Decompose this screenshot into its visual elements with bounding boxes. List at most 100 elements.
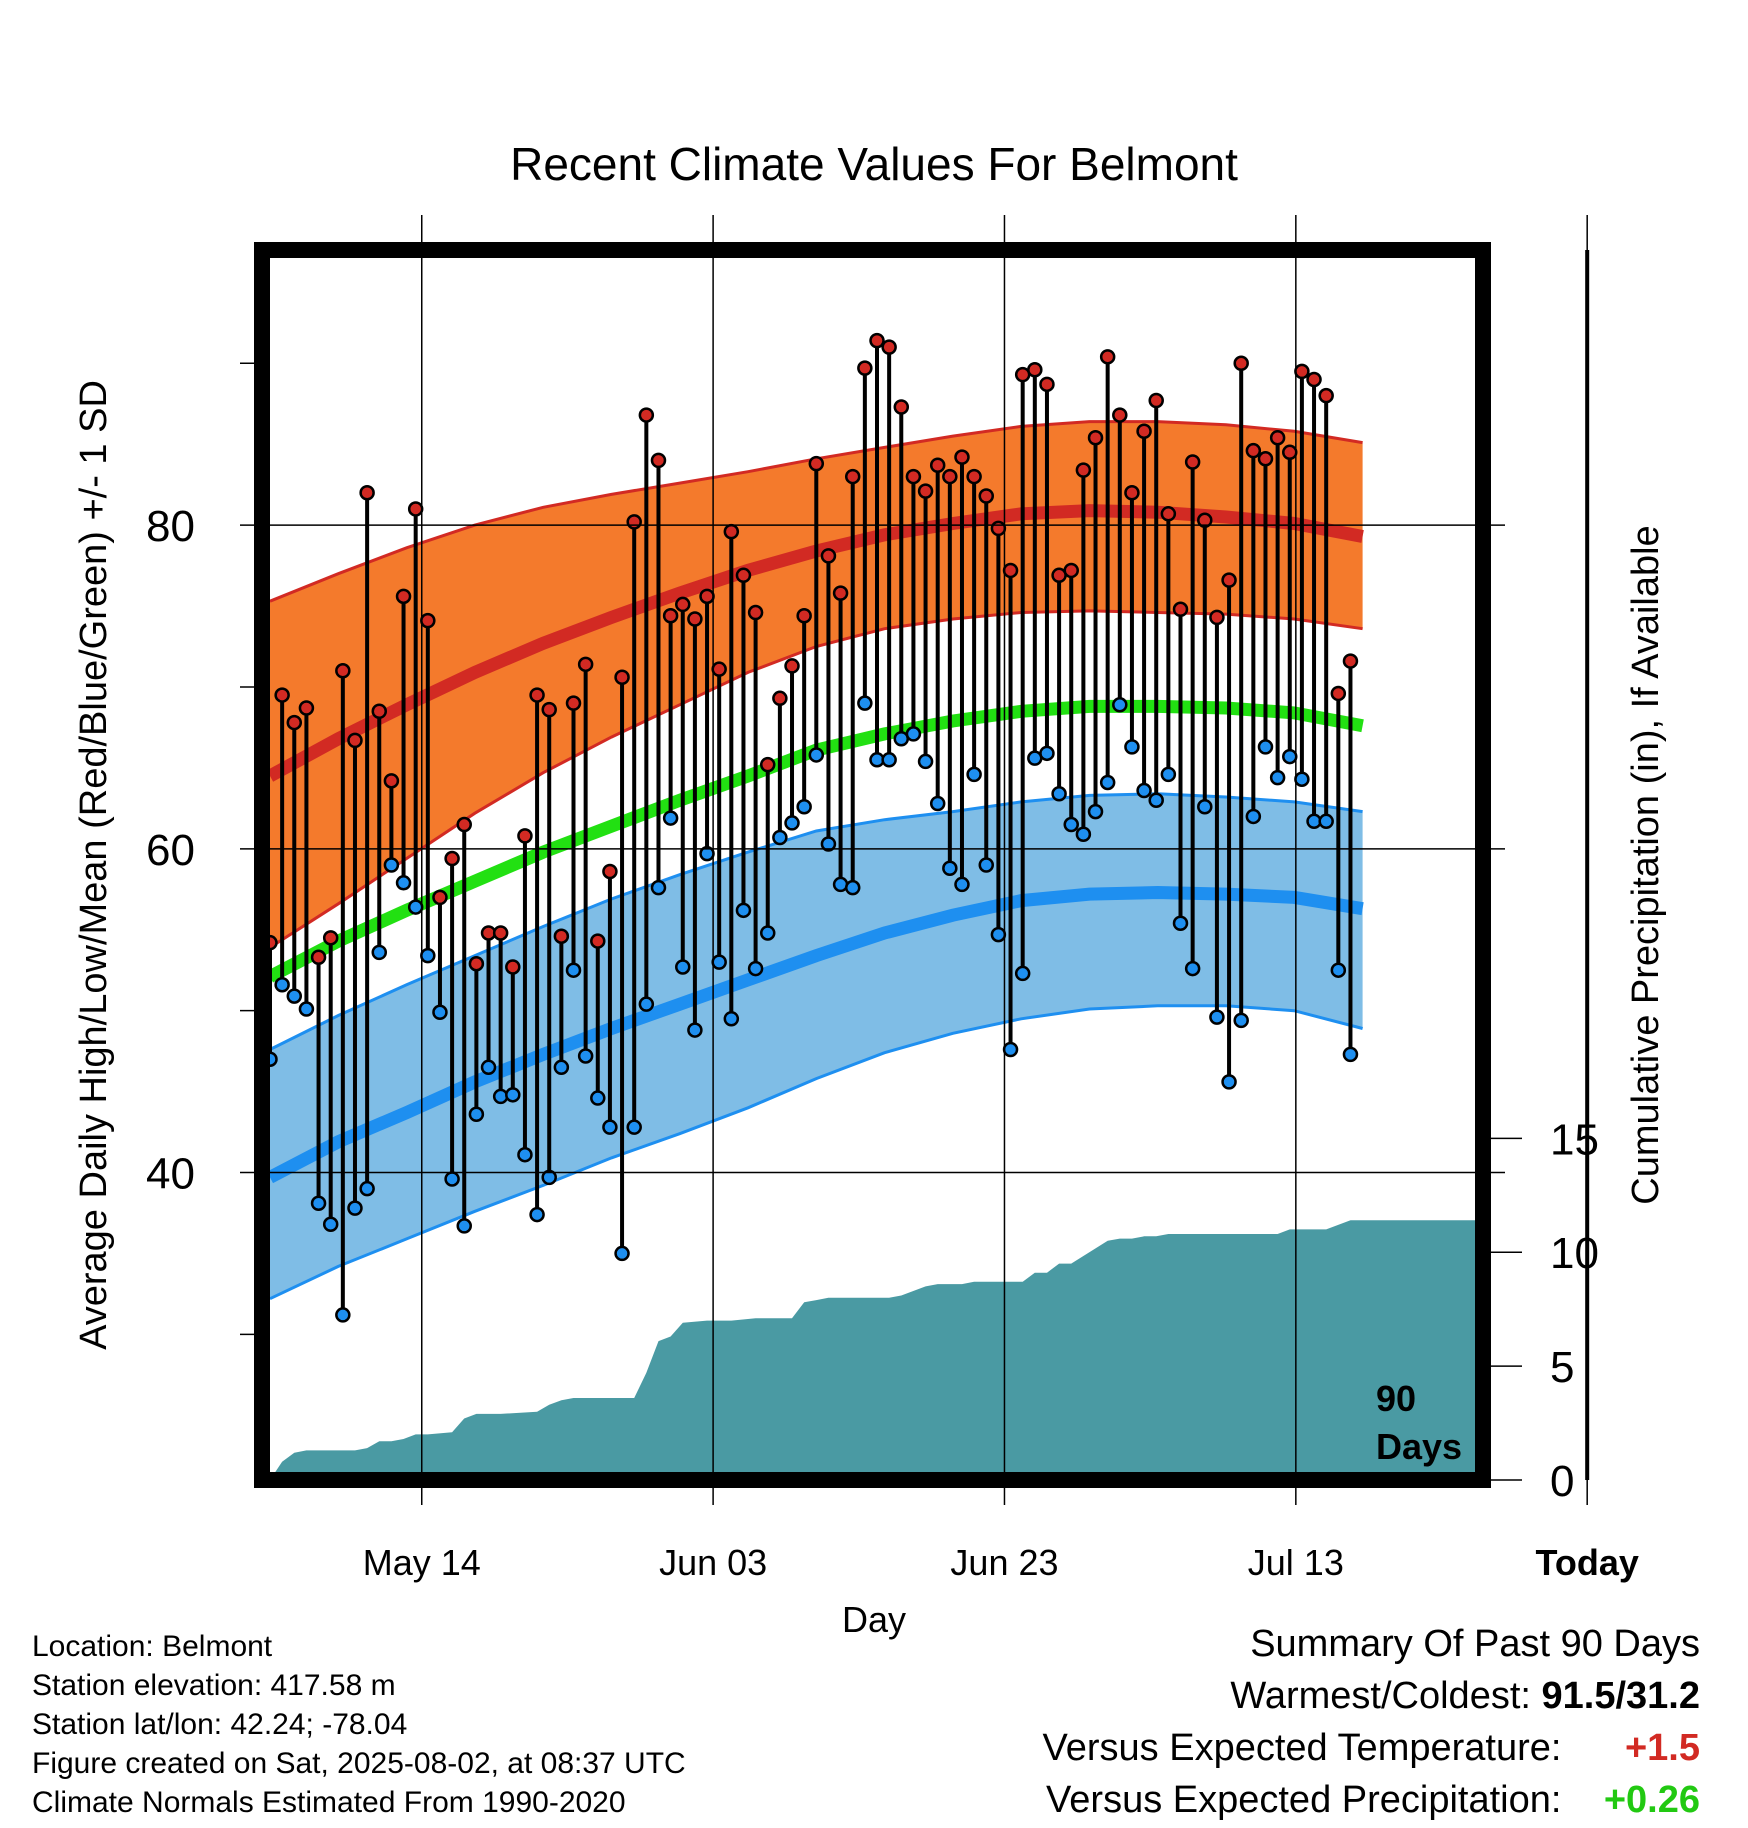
- daily-high-point-70: [1112, 407, 1128, 423]
- daily-high-point-55: [929, 457, 946, 473]
- daily-high-point-9: [371, 703, 388, 719]
- daily-high-point-85: [1294, 363, 1310, 380]
- y2-tick-label-5: 5: [1550, 1343, 1574, 1392]
- normals-text: Climate Normals Estimated From 1990-2020: [32, 1786, 626, 1819]
- daily-low-point-1: [274, 977, 290, 993]
- daily-low-point-12: [407, 899, 424, 915]
- daily-low-point-56: [942, 860, 958, 876]
- daily-low-point-70: [1112, 697, 1128, 713]
- daily-low-point-59: [978, 857, 995, 873]
- station-info: Location: Belmont Station elevation: 417…: [32, 1627, 686, 1822]
- plot-area: [240, 215, 1590, 1505]
- precip-row: Versus Expected Precipitation: +0.26: [1043, 1774, 1700, 1826]
- y2-tick-label-15: 15: [1550, 1115, 1599, 1164]
- daily-low-point-30: [626, 1119, 642, 1135]
- daily-low-point-68: [1087, 803, 1104, 820]
- daily-high-point-31: [638, 407, 655, 423]
- daily-high-point-48: [844, 468, 861, 485]
- daily-high-point-32: [650, 452, 667, 469]
- daily-high-point-11: [395, 588, 412, 605]
- daily-high-point-76: [1184, 454, 1201, 470]
- daily-high-point-30: [626, 514, 642, 530]
- latlon-text: Station lat/lon: 42.24; -78.04: [32, 1708, 408, 1741]
- daily-high-point-17: [468, 955, 485, 972]
- daily-low-point-43: [784, 815, 800, 831]
- daily-low-point-5: [322, 1216, 339, 1233]
- daily-high-point-45: [808, 455, 825, 472]
- daily-high-point-46: [820, 548, 837, 564]
- daily-low-point-3: [298, 1001, 315, 1017]
- daily-high-point-7: [347, 732, 363, 749]
- daily-high-point-83: [1269, 429, 1286, 446]
- daily-high-point-2: [286, 714, 303, 731]
- daily-low-point-42: [772, 829, 788, 846]
- daily-low-point-79: [1221, 1074, 1237, 1090]
- daily-low-point-53: [905, 726, 922, 742]
- daily-low-point-16: [456, 1218, 472, 1234]
- daily-high-point-84: [1282, 444, 1298, 461]
- daily-high-point-15: [444, 850, 460, 867]
- daily-low-point-31: [638, 996, 655, 1012]
- daily-high-point-1: [274, 687, 290, 703]
- daily-high-point-50: [869, 332, 885, 349]
- daily-low-point-10: [383, 857, 400, 873]
- daily-high-point-21: [517, 828, 533, 844]
- daily-low-point-11: [395, 875, 412, 891]
- daily-low-point-23: [541, 1169, 557, 1186]
- daily-high-point-73: [1148, 392, 1164, 409]
- warm-cold-value: 91.5/31.2: [1541, 1675, 1700, 1717]
- temp-label: Versus Expected Temperature:: [1042, 1727, 1562, 1769]
- daily-high-point-40: [747, 604, 764, 621]
- daily-high-point-25: [565, 695, 582, 711]
- daily-low-point-57: [954, 876, 970, 893]
- created-text: Figure created on Sat, 2025-08-02, at 08…: [32, 1747, 686, 1780]
- daily-high-point-49: [857, 360, 873, 376]
- daily-high-point-22: [529, 687, 545, 703]
- daily-low-point-24: [553, 1059, 570, 1076]
- warm-cold-label: Warmest/Coldest:: [1230, 1675, 1531, 1717]
- daily-low-point-58: [966, 766, 982, 783]
- daily-low-point-2: [286, 988, 303, 1004]
- precip-value: +0.26: [1603, 1779, 1700, 1821]
- daily-high-point-56: [942, 468, 958, 485]
- daily-high-point-59: [978, 488, 995, 504]
- daily-low-point-81: [1245, 808, 1262, 825]
- daily-low-point-7: [347, 1200, 363, 1216]
- daily-high-point-39: [735, 567, 752, 584]
- daily-low-point-14: [432, 1004, 448, 1021]
- plot-frame: [254, 242, 1491, 1488]
- daily-high-point-24: [553, 928, 570, 944]
- daily-low-point-84: [1282, 748, 1298, 765]
- daily-high-point-19: [492, 925, 509, 941]
- daily-low-point-17: [468, 1106, 485, 1122]
- location-text: Location: Belmont: [32, 1630, 273, 1663]
- daily-low-point-27: [590, 1090, 606, 1106]
- daily-high-point-64: [1039, 376, 1055, 393]
- warm-cold-row: Warmest/Coldest: 91.5/31.2: [1043, 1670, 1700, 1722]
- daily-low-point-28: [602, 1119, 618, 1135]
- daily-low-point-80: [1233, 1012, 1249, 1029]
- daily-low-point-78: [1209, 1009, 1225, 1025]
- daily-low-point-77: [1197, 798, 1213, 815]
- daily-low-point-45: [808, 747, 825, 763]
- high-sd-band: [270, 421, 1363, 948]
- daily-low-point-71: [1124, 739, 1140, 755]
- daily-high-point-43: [784, 658, 800, 674]
- daily-low-point-37: [711, 954, 727, 970]
- daily-high-point-72: [1136, 423, 1152, 440]
- daily-low-point-62: [1014, 965, 1031, 982]
- daily-low-point-35: [687, 1022, 703, 1038]
- daily-high-point-81: [1245, 442, 1262, 459]
- daily-low-point-6: [335, 1307, 351, 1323]
- x-tick-label-1: Jun 03: [659, 1542, 767, 1583]
- daily-high-point-75: [1172, 601, 1189, 618]
- daily-high-point-8: [359, 485, 375, 501]
- temp-row: Versus Expected Temperature: +1.5: [1043, 1722, 1700, 1774]
- y-axis-label: Average Daily High/Low/Mean (Red/Blue/Gr…: [73, 380, 115, 1350]
- daily-low-point-83: [1269, 769, 1286, 786]
- summary-panel: Summary Of Past 90 Days Warmest/Coldest:…: [1043, 1618, 1700, 1826]
- chart-title: Recent Climate Values For Belmont: [510, 138, 1238, 190]
- daily-high-point-42: [772, 690, 788, 707]
- x-tick-label-2: Jun 23: [950, 1542, 1058, 1583]
